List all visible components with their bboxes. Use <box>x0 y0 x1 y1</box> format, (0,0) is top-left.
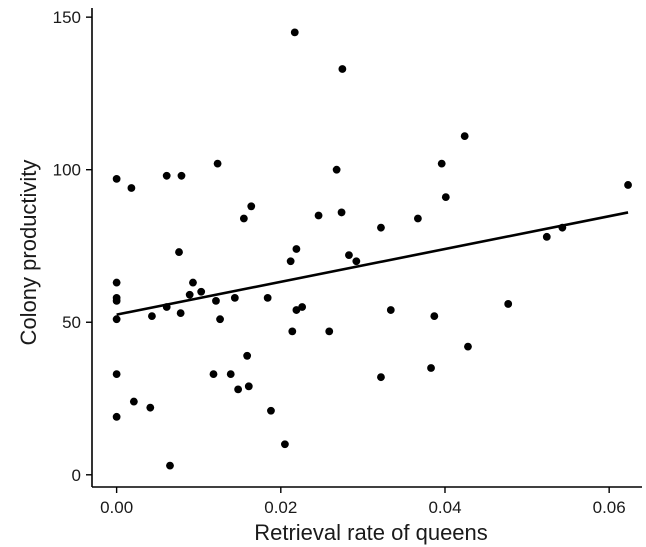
data-point <box>148 312 156 321</box>
y-tick-label: 0 <box>72 466 81 485</box>
data-point <box>213 159 222 168</box>
x-tick-label: 0.02 <box>264 498 297 517</box>
data-point <box>146 403 155 412</box>
y-tick-label: 150 <box>53 8 81 27</box>
x-axis-ticks: 0.00 0.02 0.04 0.06 <box>100 487 626 517</box>
data-point <box>112 296 121 305</box>
data-point <box>185 290 194 299</box>
data-point <box>288 327 297 336</box>
data-point <box>298 303 307 311</box>
data-point <box>464 342 472 351</box>
data-point <box>286 257 295 266</box>
data-point <box>226 370 235 379</box>
y-axis-title: Colony productivity <box>16 160 41 346</box>
data-point <box>166 461 174 470</box>
y-tick-label: 100 <box>53 161 81 180</box>
data-point <box>542 232 551 241</box>
regression-line <box>116 211 629 316</box>
data-point <box>243 351 252 360</box>
data-point <box>247 202 256 211</box>
data-point <box>127 184 136 192</box>
data-point <box>175 248 183 256</box>
data-point <box>460 132 469 141</box>
data-point <box>112 174 121 183</box>
data-point <box>176 309 185 317</box>
data-point <box>290 28 299 37</box>
data-point <box>427 364 435 372</box>
data-point <box>624 181 632 189</box>
data-point <box>189 278 197 287</box>
data-point <box>352 257 361 266</box>
data-points <box>112 28 632 470</box>
data-point <box>377 223 385 232</box>
data-point <box>441 193 450 202</box>
x-axis-title: Retrieval rate of queens <box>254 520 488 545</box>
data-point <box>112 370 121 379</box>
data-point <box>212 296 220 305</box>
data-point <box>234 385 243 394</box>
data-point <box>292 245 301 253</box>
data-point <box>337 208 346 217</box>
x-tick-label: 0.06 <box>593 498 626 517</box>
y-axis-ticks: 0 50 100 150 <box>53 8 92 485</box>
data-point <box>281 440 289 449</box>
data-point <box>263 293 272 302</box>
data-point <box>314 211 323 220</box>
data-point <box>112 412 121 421</box>
y-tick-label: 50 <box>62 313 81 332</box>
data-point <box>413 214 422 223</box>
data-point <box>386 306 395 314</box>
data-point <box>338 65 347 73</box>
x-tick-label: 0.04 <box>428 498 461 517</box>
data-point <box>345 251 353 260</box>
data-point <box>197 287 206 296</box>
data-point <box>129 397 138 406</box>
data-point <box>177 171 186 180</box>
data-point <box>162 171 171 180</box>
axes <box>91 8 642 488</box>
data-point <box>377 373 385 382</box>
data-point <box>430 312 439 321</box>
data-point <box>112 278 121 287</box>
data-point <box>332 165 341 174</box>
data-point <box>437 159 446 168</box>
data-point <box>267 406 275 415</box>
data-point <box>244 382 253 391</box>
data-point <box>230 293 239 302</box>
data-point <box>292 306 301 314</box>
data-point <box>216 315 224 324</box>
data-point <box>239 214 248 223</box>
data-point <box>209 370 218 379</box>
data-point <box>112 315 121 324</box>
data-point <box>325 327 334 336</box>
data-point <box>504 300 513 308</box>
x-tick-label: 0.00 <box>100 498 133 517</box>
